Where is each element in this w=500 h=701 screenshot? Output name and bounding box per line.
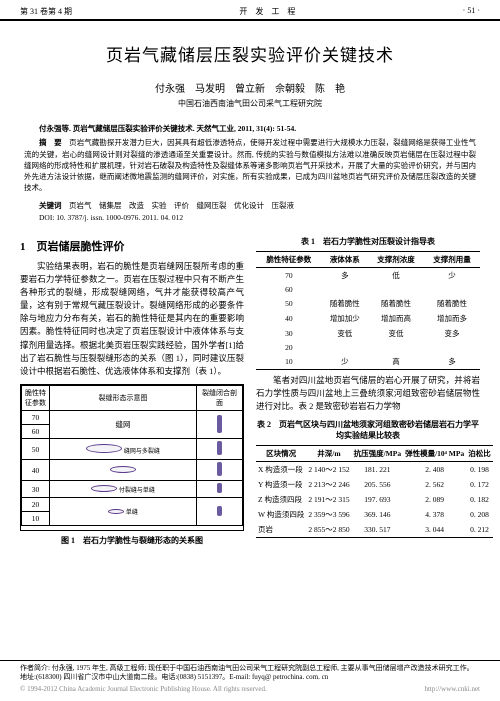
doi-line: DOI: 10. 3787/j. issn. 1000-0976. 2011. … [24,213,476,222]
author-bio: 作者简介: 付永强, 1975 年生, 高级工程师; 现任职于中国石油西南油气田… [20,664,480,684]
copyright-text: © 1994-2012 China Academic Journal Elect… [20,685,267,695]
authors: 付永强 马发明 曾立新 佘朝毅 陈 艳 [0,80,500,95]
ellipse-icon [108,509,124,514]
figure-1-caption: 图 1 岩石力学脆性与裂缝形态的关系图 [20,535,244,546]
ellipse-icon [86,444,122,453]
section-1-heading: 1 页岩储层脆性评价 [20,238,244,254]
affiliation: 中国石油西南油气田公司采气工程研究院 [0,98,500,109]
right-col-p1: 笔者对四川盆地页岩气储层的岩心开展了研究，并将岩石力学性质与四川盆地上三叠统须家… [256,374,480,414]
abstract-label: 摘 要 [39,138,62,147]
cnki-link[interactable]: http://www.cnki.net [424,685,480,695]
section-1-p1: 实验结果表明，岩石的脆性是页岩缝网压裂所考虑的重要岩石力学特征参数之一。页岩在压… [20,260,244,379]
figure-1: 脆性特征参数 裂缝形态示意图 裂缝闭合剖面 70缝网 60 50 缝网与多裂缝 … [20,384,244,531]
running-header: 第 31 卷第 4 期 开 发 工 程 · 51 · [0,0,500,20]
ellipse-icon [110,466,136,473]
fracture-profile-icon [217,483,222,493]
fracture-profile-icon [217,441,222,455]
citation-line: 付永强等. 页岩气藏储层压裂实验评价关键技术. 天然气工业, 2011, 31(… [24,123,476,134]
paper-title: 页岩气藏储层压裂实验评价关键技术 [0,41,500,66]
abstract-text: 摘 要 页岩气藏勘探开发潜力巨大，因其具有超低渗透特点，使得开发过程中需要进行大… [24,137,476,193]
fracture-profile-icon [217,462,222,476]
left-column: 1 页岩储层脆性评价 实验结果表明，岩石的脆性是页岩缝网压裂所考虑的重要岩石力学… [20,232,244,551]
table-1: 脆性特征参数 液体体系 支撑剂浓度 支撑剂用量 70多低少6050随着脆性随着脆… [256,251,480,370]
table-2: 区块情况 井深/m 抗压强度/MPa 弹性模量/10⁴ MPa 泊松比 X 构造… [256,445,493,538]
abstract-block: 付永强等. 页岩气藏储层压裂实验评价关键技术. 天然气工业, 2011, 31(… [24,123,476,194]
header-left: 第 31 卷第 4 期 [20,6,72,17]
ellipse-icon [91,485,117,492]
keywords-line: 关键词 页岩气 储集层 改造 实验 评价 缝网压裂 优化设计 压裂液 [24,200,476,211]
table-1-caption: 表 1 岩石力学脆性对压裂设计指导表 [256,236,480,247]
header-right: · 51 · [463,6,480,17]
right-column: 表 1 岩石力学脆性对压裂设计指导表 脆性特征参数 液体体系 支撑剂浓度 支撑剂… [256,232,480,551]
fracture-profile-icon [217,415,222,433]
table-2-caption: 表 2 页岩气区块与四川盆地须家河组致密砂岩储层岩石力学平均实验结果比较表 [256,419,480,441]
fracture-profile-icon [217,506,222,516]
page-footer: 作者简介: 付永强, 1975 年生, 高级工程师; 现任职于中国石油西南油气田… [0,660,500,695]
header-center: 开 发 工 程 [239,6,295,17]
